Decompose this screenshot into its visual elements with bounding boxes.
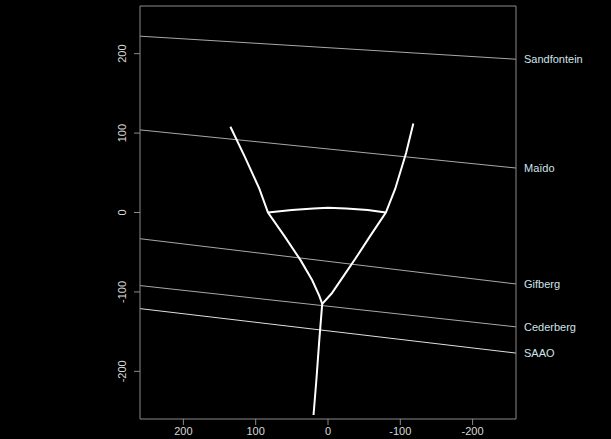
svg-text:Sandfontein: Sandfontein	[524, 53, 583, 65]
svg-text:200: 200	[174, 425, 192, 437]
svg-text:0: 0	[325, 425, 331, 437]
svg-text:-200: -200	[462, 425, 484, 437]
svg-text:Maïdo: Maïdo	[524, 162, 555, 174]
svg-text:Gifberg: Gifberg	[524, 278, 560, 290]
svg-text:SAAO: SAAO	[524, 347, 555, 359]
svg-text:100: 100	[247, 425, 265, 437]
svg-text:200: 200	[116, 44, 128, 62]
svg-text:Cederberg: Cederberg	[524, 321, 576, 333]
svg-text:0: 0	[116, 209, 128, 215]
svg-text:-100: -100	[389, 425, 411, 437]
svg-text:-200: -200	[116, 360, 128, 382]
svg-text:-100: -100	[116, 281, 128, 303]
svg-text:100: 100	[116, 124, 128, 142]
